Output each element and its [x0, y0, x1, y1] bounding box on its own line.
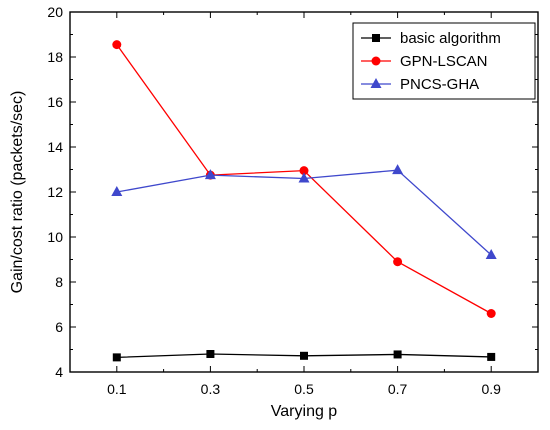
data-point: [298, 172, 310, 183]
data-point: [486, 309, 496, 318]
legend: basic algorithm GPN-LSCAN PNCS-GHA: [352, 22, 536, 100]
x-tick-label: 0.1: [107, 381, 127, 397]
data-point: [206, 350, 215, 358]
data-point: [393, 257, 403, 267]
y-tick-label: 16: [47, 94, 63, 110]
data-point: [111, 186, 123, 196]
data-point: [299, 166, 309, 176]
axes: 4 6 8 10 12 14 16 18 20 0.1 0.3 0.5 0.7 0.9: [47, 4, 539, 397]
x-tick-label: 0.9: [481, 381, 501, 397]
data-point: [300, 351, 308, 360]
data-point: [487, 352, 496, 361]
y-tick-label: 4: [55, 364, 63, 380]
data-point: [112, 40, 122, 50]
data-point: [393, 350, 402, 359]
x-tick-label: 0.5: [294, 381, 314, 397]
y-tick-label: 18: [47, 49, 63, 65]
legend-marker: [370, 78, 382, 88]
data-point: [392, 164, 404, 175]
y-tick-label: 20: [47, 4, 63, 20]
legend-label: PNCS-GHA: [400, 76, 479, 93]
legend-marker: [371, 56, 381, 66]
data-point: [485, 249, 497, 259]
x-axis-title: Varying p: [271, 403, 338, 420]
y-tick-label: 10: [47, 229, 63, 245]
series-gpn-lscan: [112, 40, 496, 318]
legend-label: GPN-LSCAN: [400, 53, 488, 70]
x-tick-label: 0.3: [201, 381, 221, 397]
y-tick-label: 14: [47, 139, 63, 155]
y-axis-title: Gain/cost ratio (packets/sec): [9, 91, 26, 294]
series-pncs-gha: [111, 164, 497, 259]
legend-label: basic algorithm: [400, 30, 501, 47]
data-point: [204, 169, 216, 180]
y-tick-label: 6: [55, 319, 63, 335]
legend-marker: [372, 34, 380, 42]
y-tick-label: 12: [47, 184, 63, 200]
data-point: [112, 353, 121, 362]
plot-area: [111, 40, 497, 362]
x-tick-label: 0.7: [388, 381, 408, 397]
series-basic-algorithm: [112, 350, 496, 362]
y-tick-label: 8: [55, 274, 63, 290]
